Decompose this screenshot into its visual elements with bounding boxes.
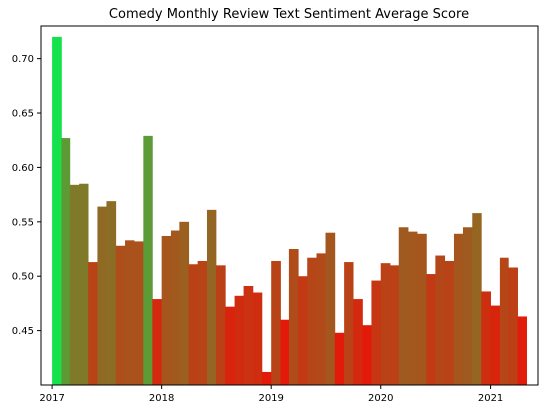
bar-2017-02 (61, 138, 71, 385)
bar-2017-03 (69, 184, 80, 385)
y-tick-label: 0.70 (12, 54, 34, 65)
bar-2019-03 (288, 249, 299, 385)
y-tick-label: 0.65 (12, 109, 34, 120)
bar-2017-11 (143, 135, 153, 385)
bar-2017-12 (152, 299, 163, 385)
bar-2017-04 (79, 183, 89, 385)
bar-2018-05 (197, 260, 208, 385)
bar-2017-07 (106, 201, 117, 385)
bar-2018-11 (252, 292, 263, 385)
bar-2021-02 (499, 257, 509, 385)
x-tick-label: 2017 (39, 393, 64, 404)
bar-2021-01 (490, 305, 501, 385)
bar-2018-09 (234, 295, 244, 385)
bar-2017-08 (115, 245, 126, 385)
bar-2018-02 (170, 230, 180, 385)
x-tick-label: 2018 (149, 393, 174, 404)
bar-2019-05 (307, 257, 317, 385)
bars-group (52, 36, 527, 385)
bar-2018-08 (225, 306, 235, 385)
bar-2019-12 (371, 280, 382, 385)
x-tick-label: 2019 (258, 393, 283, 404)
bar-2020-04 (408, 231, 418, 385)
bar-2020-01 (380, 263, 391, 385)
bar-2019-04 (298, 276, 308, 385)
bar-2020-08 (444, 260, 455, 385)
bar-2019-11 (362, 325, 372, 385)
bar-2020-05 (417, 233, 427, 385)
bar-2019-06 (316, 253, 326, 385)
bar-2018-03 (179, 221, 190, 385)
x-tick-label: 2020 (368, 393, 393, 404)
bar-2021-03 (508, 267, 518, 385)
chart-title: Comedy Monthly Review Text Sentiment Ave… (109, 7, 469, 22)
bar-2021-04 (517, 316, 527, 385)
bar-2018-01 (161, 235, 172, 385)
bar-2018-04 (188, 264, 199, 385)
bar-2020-12 (481, 291, 491, 385)
bar-2019-10 (353, 299, 363, 385)
bar-2020-10 (462, 227, 473, 385)
bar-2019-07 (325, 232, 336, 385)
bar-2019-02 (280, 319, 290, 385)
bar-2020-03 (398, 227, 409, 385)
y-axis: 0.45 0.50 0.55 0.60 0.65 0.70 (12, 54, 41, 337)
y-tick-label: 0.45 (12, 326, 34, 337)
bar-2018-12 (261, 371, 272, 385)
bar-2017-01 (52, 36, 62, 385)
bar-2018-06 (206, 209, 217, 385)
bar-2018-07 (215, 265, 226, 385)
bar-2019-01 (271, 260, 281, 385)
x-axis: 2017 2018 2019 2020 2021 (39, 385, 503, 404)
bar-2018-10 (243, 286, 254, 385)
bar-2017-10 (134, 241, 144, 385)
bar-2020-06 (426, 274, 436, 385)
plot-frame (40, 25, 539, 386)
bar-2020-09 (453, 233, 464, 385)
bar-2020-11 (472, 213, 482, 385)
bar-2020-02 (390, 265, 400, 385)
bar-2019-09 (344, 262, 354, 385)
bar-2020-07 (435, 255, 446, 385)
y-tick-label: 0.60 (12, 163, 34, 174)
bar-2019-08 (334, 332, 345, 385)
y-tick-label: 0.55 (12, 217, 34, 228)
bar-2017-05 (88, 262, 98, 385)
x-tick-label: 2021 (478, 393, 503, 404)
bar-2017-09 (125, 240, 135, 385)
y-tick-label: 0.50 (12, 272, 34, 283)
bar-2017-06 (97, 206, 107, 385)
